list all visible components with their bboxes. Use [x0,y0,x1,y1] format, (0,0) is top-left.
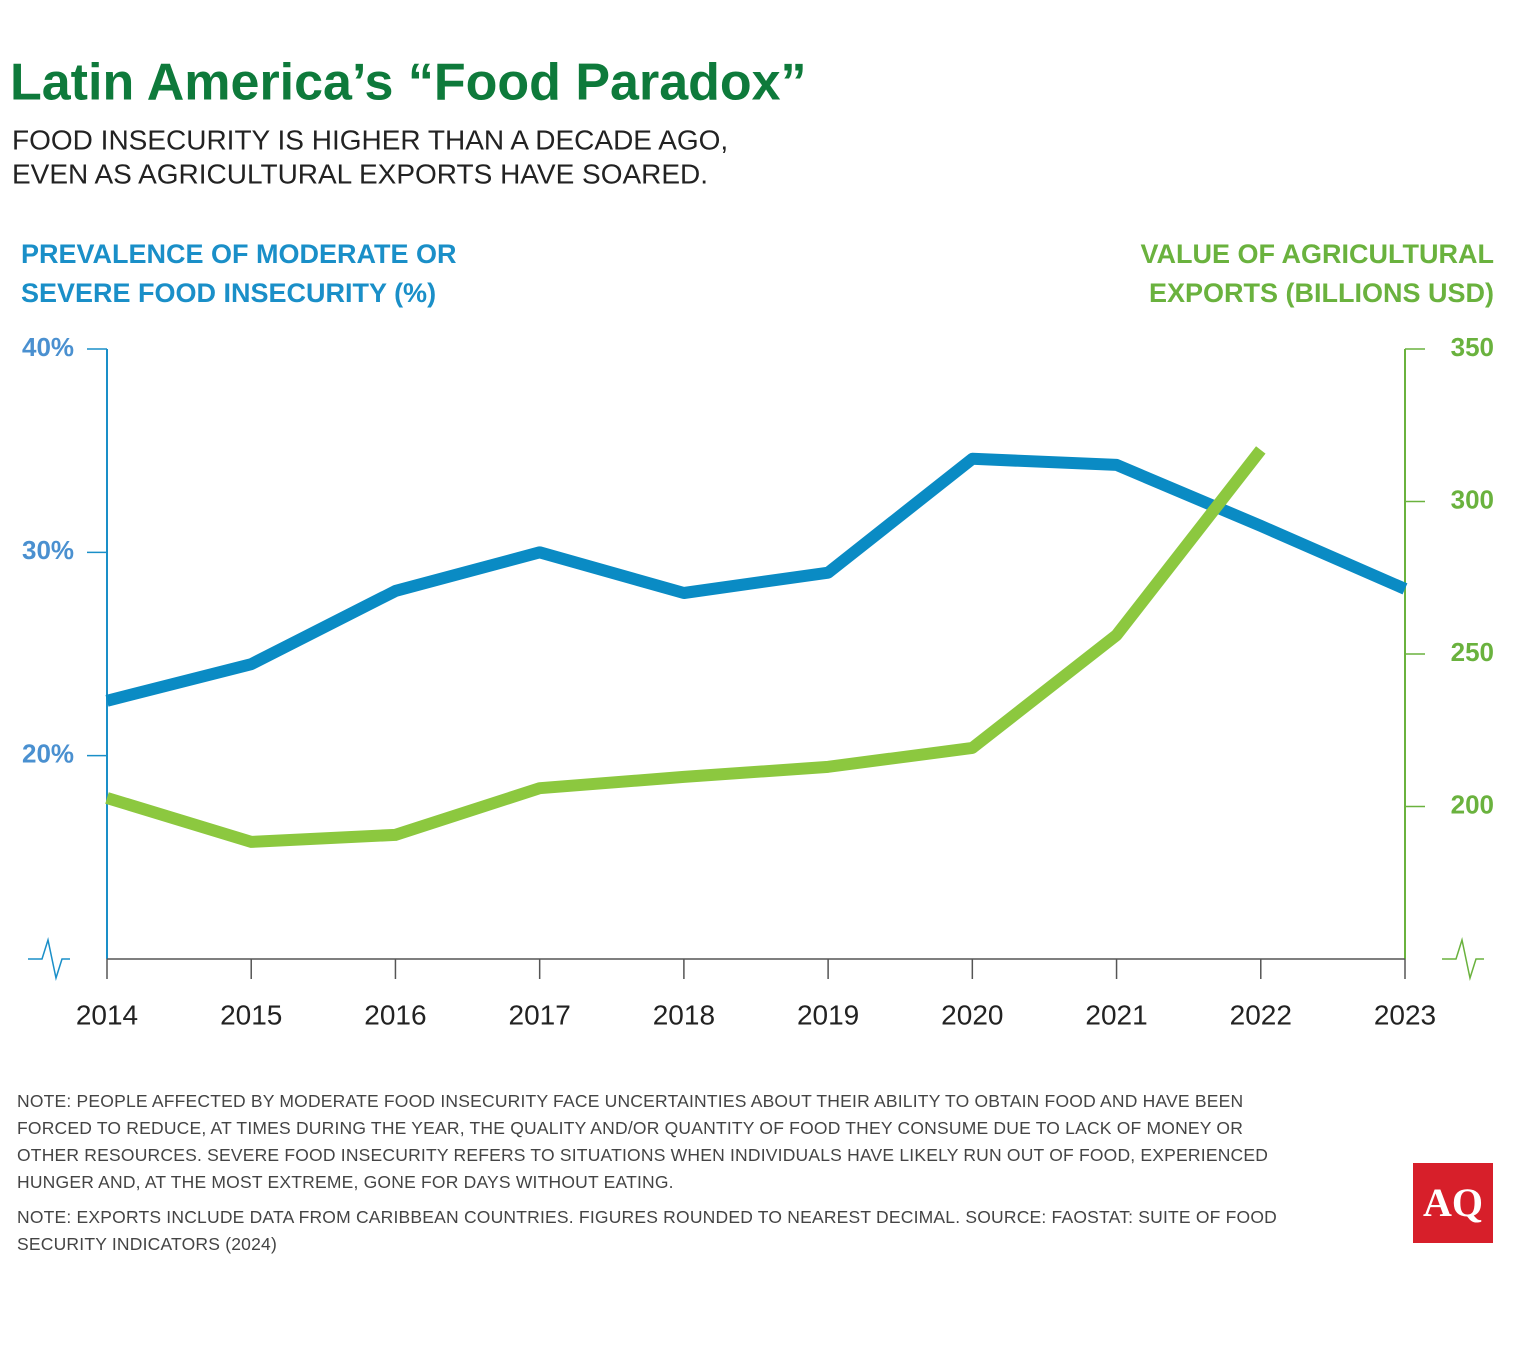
y-axis-label: SEVERE FOOD INSECURITY (%) [21,278,436,308]
axis-break [1442,937,1484,981]
x-tick-label: 2018 [653,999,715,1030]
logo: AQ [1413,1163,1493,1243]
x-tick-label: 2020 [941,999,1003,1030]
axis-break [28,937,70,981]
x-tick-label: 2016 [364,999,426,1030]
x-tick-label: 2017 [509,999,571,1030]
chart-title: Latin America’s “Food Paradox” [10,54,807,112]
y2-axis-label: EXPORTS (BILLIONS USD) [1149,278,1494,308]
note-line: NOTE: PEOPLE AFFECTED BY MODERATE FOOD I… [17,1091,1244,1111]
x-tick-label: 2022 [1230,999,1292,1030]
x-tick-label: 2019 [797,999,859,1030]
y-tick-label: 20% [22,739,74,769]
subtitle: EVEN AS AGRICULTURAL EXPORTS HAVE SOARED… [12,158,708,189]
data-line [105,452,1408,707]
y2-axis-label: VALUE OF AGRICULTURAL [1141,239,1494,269]
data-line [105,446,1266,848]
note-line: FORCED TO REDUCE, AT TIMES DURING THE YE… [17,1118,1244,1138]
note: NOTE: EXPORTS INCLUDE DATA FROM CARIBBEA… [17,1204,1277,1258]
x-tick-label: 2023 [1374,999,1436,1030]
note-line: HUNGER AND, AT THE MOST EXTREME, GONE FO… [17,1172,674,1192]
note-line: NOTE: EXPORTS INCLUDE DATA FROM CARIBBEA… [17,1207,1277,1227]
y2-tick-label: 200 [1451,789,1494,819]
note-line: OTHER RESOURCES. SEVERE FOOD INSECURITY … [17,1145,1269,1165]
note: NOTE: PEOPLE AFFECTED BY MODERATE FOOD I… [17,1088,1268,1196]
x-tick-label: 2014 [76,999,138,1030]
y2-tick-label: 300 [1451,484,1494,514]
x-tick-label: 2021 [1085,999,1147,1030]
y-tick-label: 40% [22,332,74,362]
y2-tick-label: 250 [1451,637,1494,667]
y-tick-label: 30% [22,535,74,565]
x-tick-label: 2015 [220,999,282,1030]
y2-tick-label: 350 [1451,332,1494,362]
note-line: SECURITY INDICATORS (2024) [17,1234,277,1254]
y-axis-label: PREVALENCE OF MODERATE OR [21,239,457,269]
subtitle: FOOD INSECURITY IS HIGHER THAN A DECADE … [12,124,728,155]
